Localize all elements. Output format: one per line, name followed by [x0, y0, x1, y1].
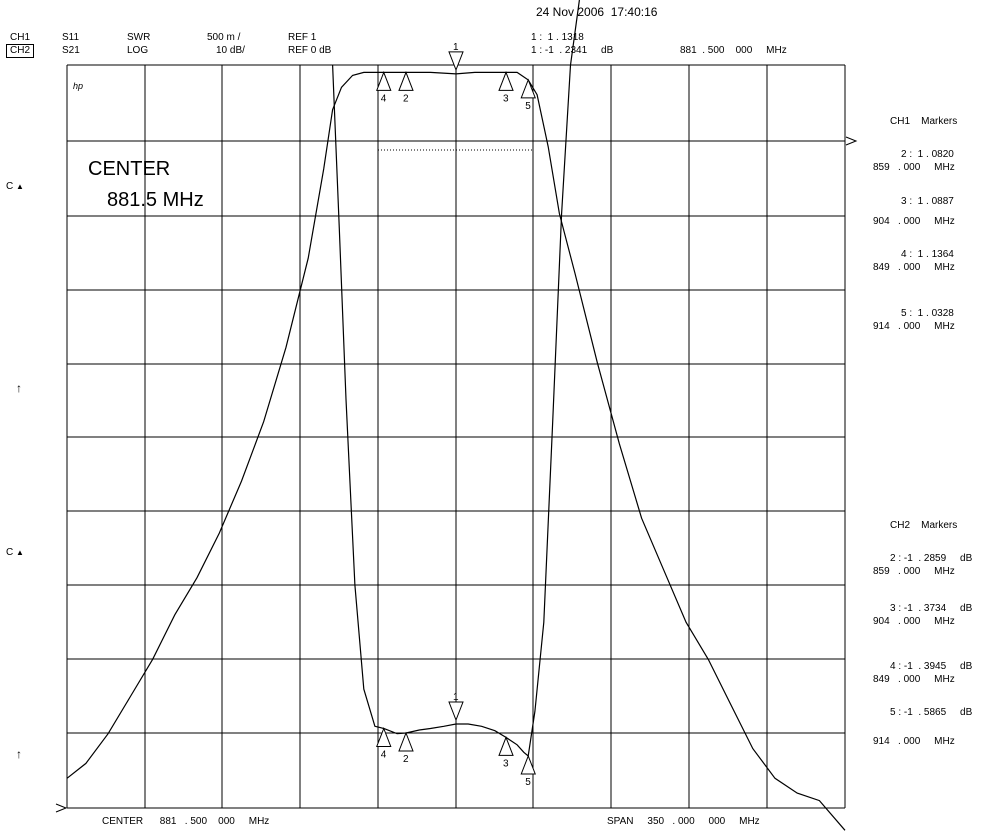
ch2-label-active[interactable]: CH2 [6, 44, 35, 58]
marker1-ch2-readout: 1 : -1 . 2341 dB [531, 45, 614, 56]
ch1-marker-1-label: 1 [453, 42, 459, 53]
ch1-marker-4-value: 4 : 1 . 1364 [901, 249, 954, 260]
ch1-cal-indicator: C ▲ [6, 181, 24, 192]
ch2-marker-3-label: 3 [503, 758, 509, 769]
ch1-marker-5-value: 5 : 1 . 0328 [901, 308, 954, 319]
delta-icon: ▲ [16, 548, 24, 557]
center-annotation-label: CENTER [88, 158, 171, 180]
plot-grid [66, 64, 846, 809]
ch2-transmission-trace [332, 0, 580, 758]
ch2-up-arrow-icon: ↑ [16, 747, 22, 761]
span-frequency: SPAN 350 . 000 000 MHz [607, 816, 760, 827]
center-frequency: CENTER 881 . 500 000 MHz [102, 816, 270, 827]
ch2-scale: 10 dB/ [216, 45, 245, 56]
ch2-marker-2-freq: 859 . 000 MHz [873, 566, 955, 577]
ch1-reference-pointer [845, 136, 858, 146]
ch1-marker-3-label: 3 [503, 93, 509, 104]
ch1-marker-4-triangle[interactable] [376, 71, 392, 91]
ch1-marker-4-label: 4 [381, 93, 387, 104]
ch1-marker-5-label: 5 [525, 101, 531, 112]
ch1-marker-1-triangle[interactable] [448, 51, 464, 72]
ch2-marker-1-triangle[interactable] [448, 701, 464, 722]
ch2-param: S21 [62, 45, 80, 56]
ch1-label[interactable]: CH1 [10, 32, 31, 43]
ch2-marker-5-freq: 914 . 000 MHz [873, 736, 955, 747]
ch1-up-arrow-icon: ↑ [16, 381, 22, 395]
ch1-marker-3-triangle[interactable] [498, 71, 514, 91]
ch1-ref: REF 1 [288, 32, 317, 43]
ch1-marker-3-value: 3 : 1 . 0887 [901, 196, 954, 207]
ch1-scale: 500 m / [207, 32, 241, 43]
delta-icon: ▲ [16, 182, 24, 191]
ch2-marker-5-triangle[interactable] [520, 754, 536, 775]
ch2-reference-pointer [55, 803, 68, 813]
ch2-marker-4-triangle[interactable] [376, 727, 392, 747]
ch1-format: SWR [127, 32, 151, 43]
ch1-marker-2-triangle[interactable] [398, 71, 414, 91]
marker1-frequency: 881 . 500 000 MHz [680, 45, 787, 56]
ch2-marker-2-value: 2 : -1 . 2859 dB [890, 553, 973, 564]
ch2-ref: REF 0 dB [288, 45, 332, 56]
ch2-marker-2-triangle[interactable] [398, 731, 414, 752]
ch2-marker-4-label: 4 [381, 749, 387, 760]
ch2-marker-5-value: 5 : -1 . 5865 dB [890, 707, 973, 718]
ch2-marker-1-label: 1 [453, 692, 459, 703]
ch1-marker-2-label: 2 [403, 93, 409, 104]
center-annotation-value: 881.5 MHz [107, 189, 204, 211]
ch2-marker-2-label: 2 [403, 754, 409, 765]
ch2-format: LOG [127, 45, 149, 56]
ch2-marker-3-value: 3 : -1 . 3734 dB [890, 603, 973, 614]
ch1-param: S11 [62, 32, 80, 43]
ch2-cal-indicator: C ▲ [6, 547, 24, 558]
ch1-marker-4-freq: 849 . 000 MHz [873, 262, 955, 273]
marker1-ch1-readout: 1 : 1 . 1318 [531, 32, 584, 43]
ch1-marker-5-triangle[interactable] [520, 78, 536, 99]
ch1-markers-title: CH1 Markers [890, 116, 958, 127]
ch1-marker-5-freq: 914 . 000 MHz [873, 321, 955, 332]
ch1-marker-3-freq: 904 . 000 MHz [873, 216, 955, 227]
ch2-marker-4-value: 4 : -1 . 3945 dB [890, 661, 973, 672]
ch2-marker-4-freq: 849 . 000 MHz [873, 674, 955, 685]
ch1-marker-2-freq: 859 . 000 MHz [873, 162, 955, 173]
ch1-swr-trace [66, 71, 846, 831]
hp-logo: hp [73, 81, 84, 91]
ch2-marker-5-label: 5 [525, 777, 531, 788]
ch2-marker-3-triangle[interactable] [498, 736, 514, 756]
datetime: 24 Nov 2006 17:40:16 [536, 5, 658, 19]
ch2-markers-title: CH2 Markers [890, 520, 958, 531]
ch1-marker-2-value: 2 : 1 . 0820 [901, 149, 954, 160]
ch2-marker-3-freq: 904 . 000 MHz [873, 616, 955, 627]
